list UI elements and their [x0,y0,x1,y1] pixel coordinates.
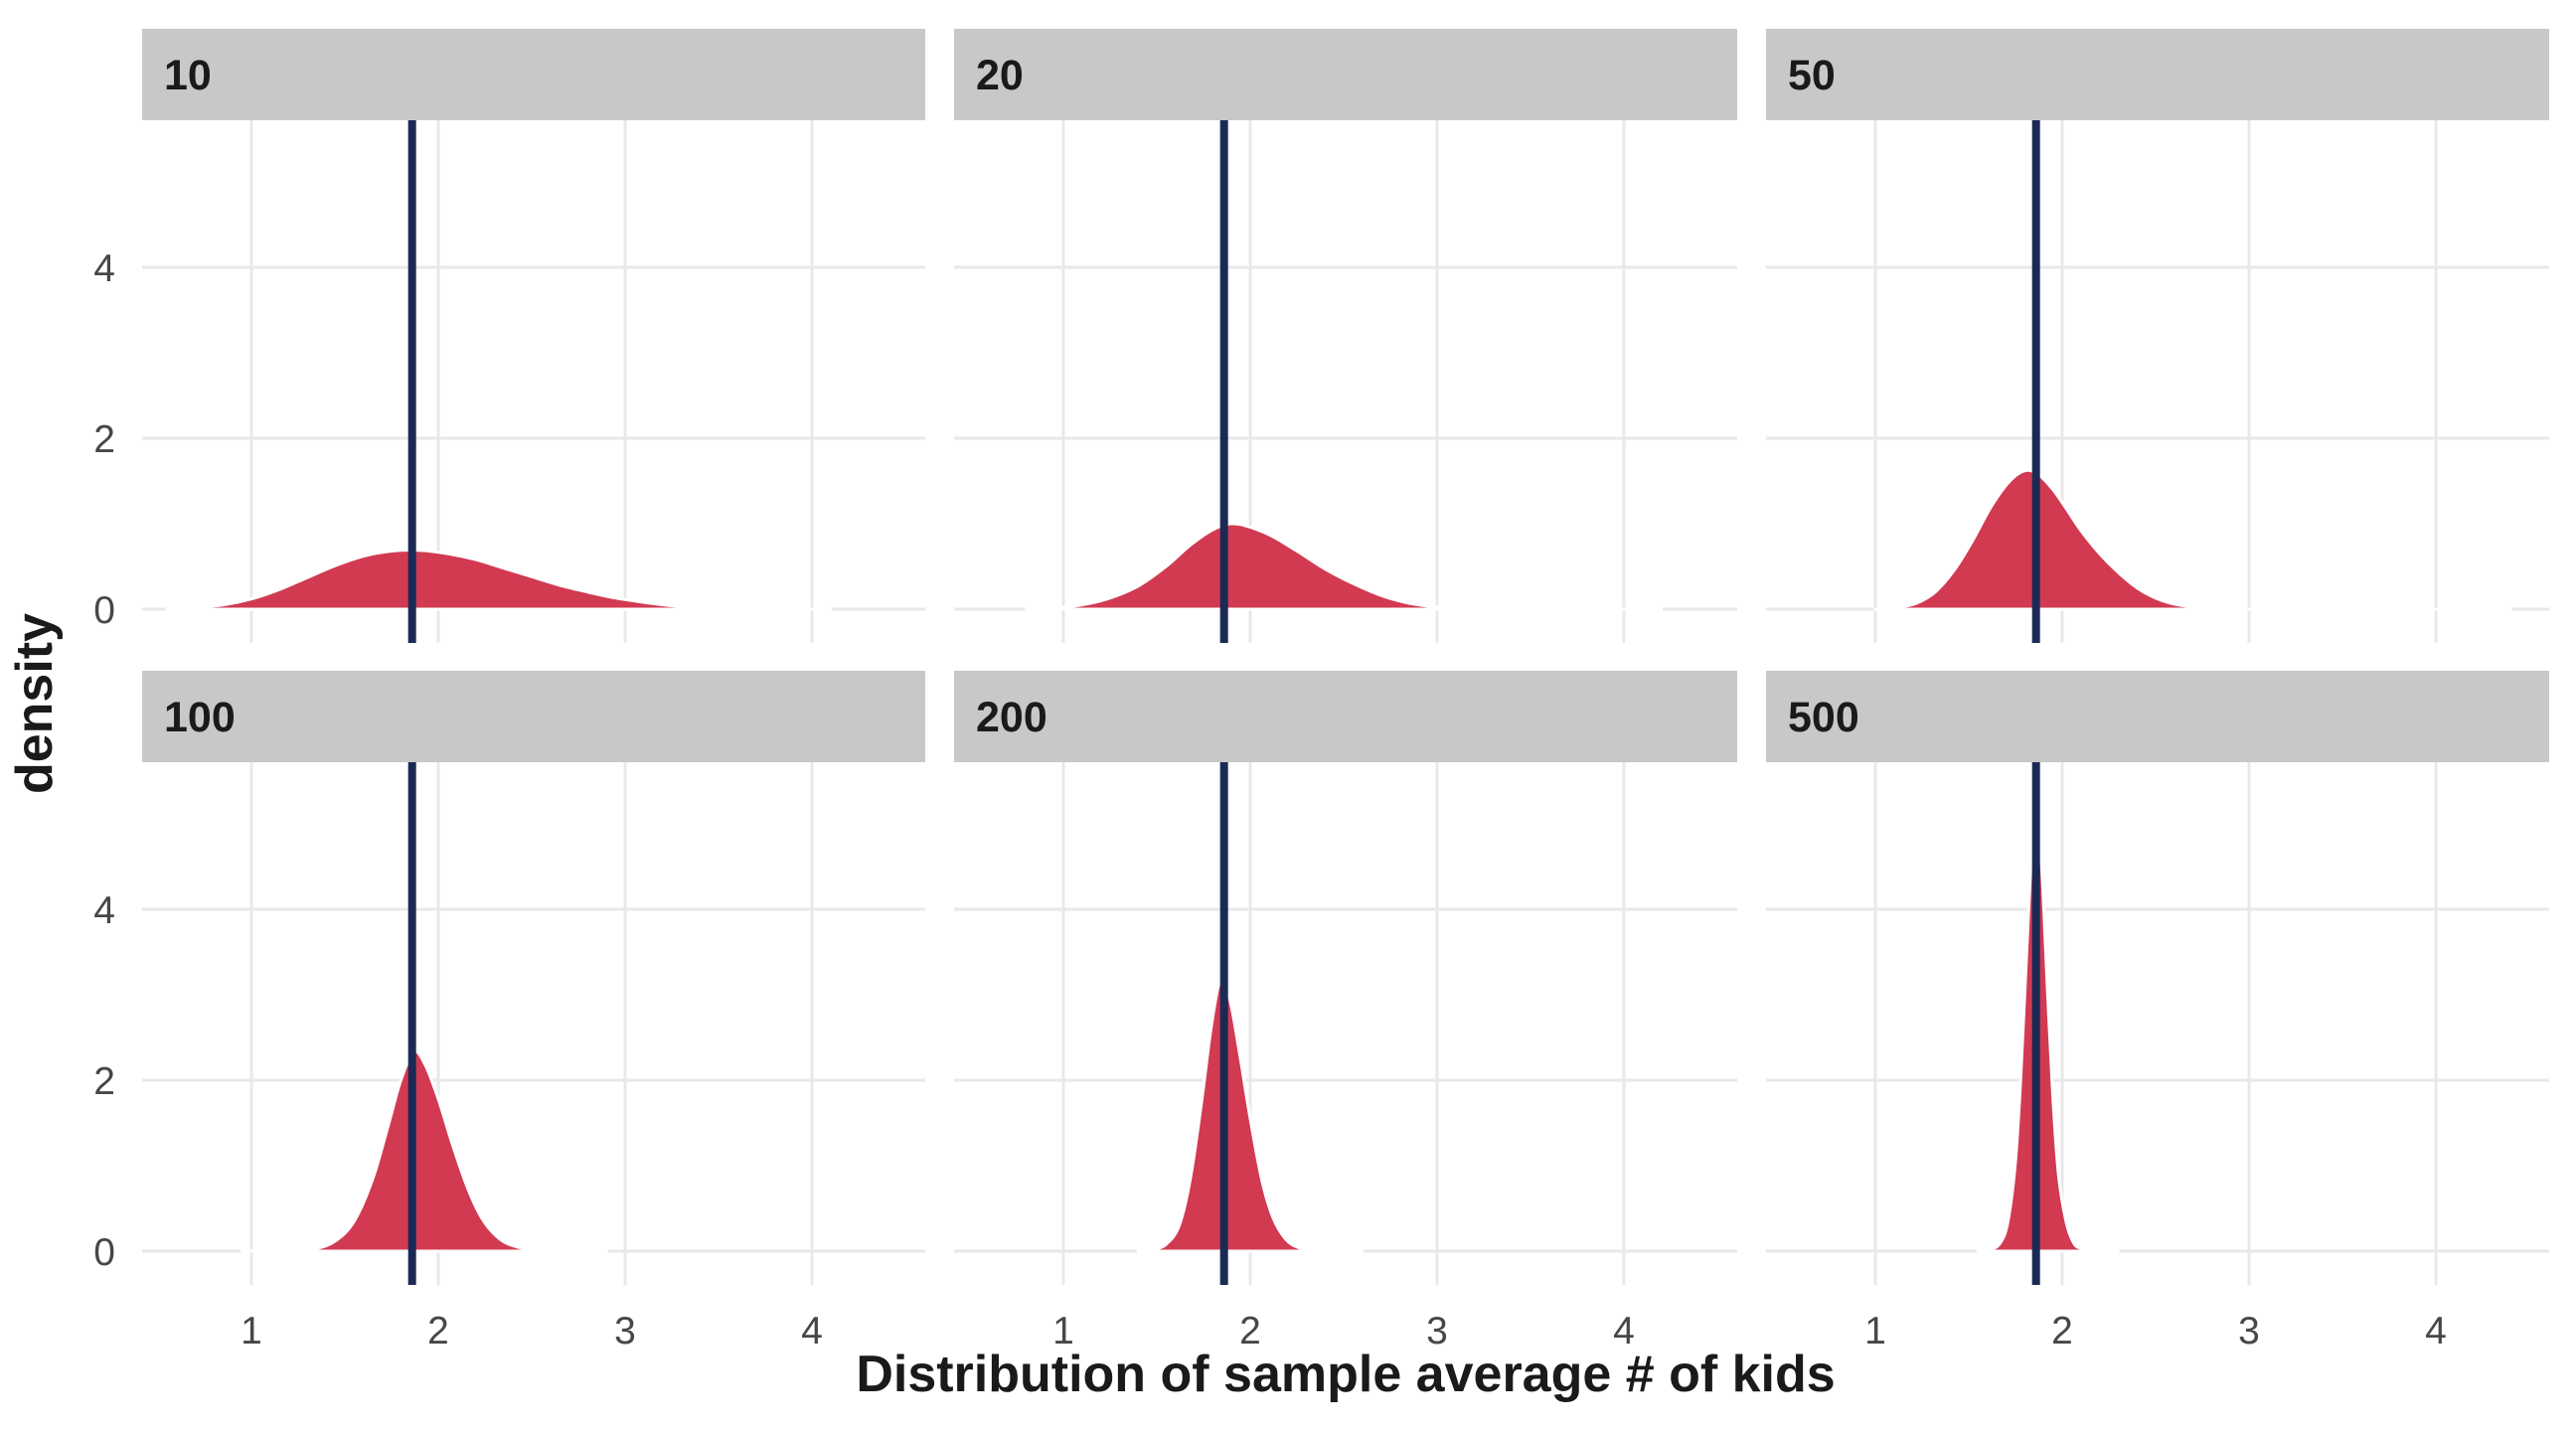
x-tick-label: 3 [2238,1310,2260,1352]
x-tick-label: 2 [1239,1310,1261,1352]
x-tick-label: 1 [1052,1310,1074,1352]
x-tick-label: 3 [1426,1310,1448,1352]
facet-strip-label: 500 [1788,694,1859,741]
facet-strip [954,29,1737,120]
density-curve [1873,468,2512,611]
x-tick-label: 2 [2051,1310,2073,1352]
x-axis-title: Distribution of sample average # of kids [856,1346,1835,1403]
y-tick-label: 0 [93,589,115,632]
density-curve [1024,522,1664,611]
density-curve [1976,800,2120,1253]
x-tick-label: 2 [427,1310,449,1352]
x-tick-label: 4 [2425,1310,2447,1352]
facet-strip [1766,671,2549,762]
facet-strip [142,29,925,120]
y-tick-label: 2 [93,418,115,461]
y-tick-label: 0 [93,1231,115,1274]
density-curve [165,548,833,611]
x-tick-label: 4 [1613,1310,1635,1352]
facet-strip-label: 20 [976,52,1024,99]
facet-strip-label: 200 [976,694,1047,741]
x-tick-label: 1 [1864,1310,1886,1352]
facet-strip [954,671,1737,762]
x-tick-label: 3 [614,1310,636,1352]
density-curve [1136,977,1365,1253]
density-curve [241,1049,608,1253]
facet-strip-label: 100 [164,694,236,741]
x-tick-label: 1 [241,1310,262,1352]
y-tick-label: 4 [93,889,115,932]
y-tick-label: 4 [93,247,115,290]
facet-strip-label: 50 [1788,52,1836,99]
x-tick-label: 4 [801,1310,823,1352]
facet-strip [142,671,925,762]
y-tick-label: 2 [93,1060,115,1103]
facet-strip [1766,29,2549,120]
facet-strip-label: 10 [164,52,212,99]
y-axis-title: density [6,613,64,794]
